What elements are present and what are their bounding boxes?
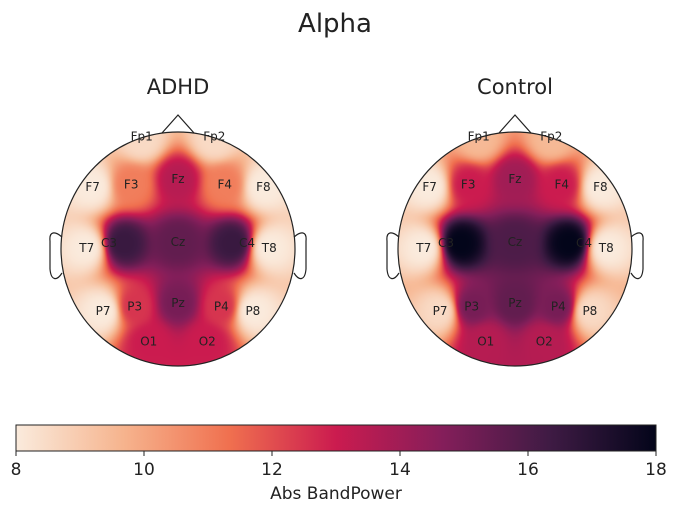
colorbar-tick-label: 10 [133,460,155,480]
electrode-label-fp1: Fp1 [468,130,490,144]
electrode-label-o1: O1 [477,334,494,348]
nose-outline [162,115,194,133]
electrode-label-f3: F3 [124,178,139,192]
electrode-label-fz: Fz [508,172,521,186]
electrode-label-o2: O2 [536,334,553,348]
electrode-label-p8: P8 [582,304,597,318]
electrode-label-p3: P3 [127,299,142,313]
right-ear-outline [294,233,306,279]
electrode-label-o2: O2 [199,334,216,348]
electrode-label-fp2: Fp2 [203,130,225,144]
electrode-label-p4: P4 [551,299,566,313]
electrode-label-c4: C4 [576,236,592,250]
electrode-label-t8: T8 [598,241,614,255]
electrode-label-c3: C3 [438,236,454,250]
electrode-label-fp1: Fp1 [131,130,153,144]
electrode-label-p7: P7 [96,304,111,318]
colorbar-tick-label: 12 [261,460,283,480]
electrode-label-cz: Cz [508,235,523,249]
electrode-label-p7: P7 [433,304,448,318]
electrode-label-f8: F8 [593,180,608,194]
electrode-label-c4: C4 [239,236,255,250]
electrode-label-fp2: Fp2 [540,130,562,144]
electrode-label-c3: C3 [101,236,117,250]
electrode-label-pz: Pz [508,296,522,310]
left-ear-outline [50,233,62,279]
right-ear-outline [631,233,643,279]
figure-title: Alpha [298,9,372,39]
colorbar: 8 10 12 14 16 18 Abs BandPower [11,425,667,504]
topomap-panels: ADHD Fp1 Fp2 F7 F3 Fz F4 F8 T7 C3 Cz C4 T8 P7 P3 Pz P4 P8… [50,75,643,366]
topomap-panel-control: Control Fp1 Fp2 F7 F3 Fz F4 F8 T7 C3 Cz C4 T8 P7 P3 Pz P… [387,75,643,366]
nose-outline [499,115,531,133]
colorbar-tick-label: 8 [11,460,22,480]
electrode-label-t8: T8 [261,241,277,255]
panel-title: Control [477,75,553,99]
electrode-label-p8: P8 [245,304,260,318]
electrode-label-f7: F7 [422,180,437,194]
electrode-label-o1: O1 [140,334,157,348]
electrode-label-f4: F4 [218,178,233,192]
electrode-label-f4: F4 [555,178,570,192]
electrode-label-cz: Cz [171,235,186,249]
electrode-label-f3: F3 [461,178,476,192]
electrode-label-t7: T7 [415,241,431,255]
topomap-panel-adhd: ADHD Fp1 Fp2 F7 F3 Fz F4 F8 T7 C3 Cz C4 T8 P7 P3 Pz P4 P8… [50,75,306,366]
electrode-label-p3: P3 [464,299,479,313]
colorbar-tick-label: 14 [389,460,411,480]
electrode-label-f8: F8 [256,180,271,194]
colorbar-gradient [16,425,656,451]
electrode-label-t7: T7 [78,241,94,255]
left-ear-outline [387,233,399,279]
electrode-label-p4: P4 [214,299,229,313]
colorbar-tick-label: 16 [517,460,539,480]
panel-title: ADHD [147,75,210,99]
electrode-label-fz: Fz [171,172,184,186]
electrode-label-pz: Pz [171,296,185,310]
electrode-label-f7: F7 [85,180,100,194]
scalp-heatmap [398,132,632,366]
scalp-heatmap [61,132,295,366]
colorbar-tick-label: 18 [645,460,667,480]
colorbar-label: Abs BandPower [270,484,402,504]
